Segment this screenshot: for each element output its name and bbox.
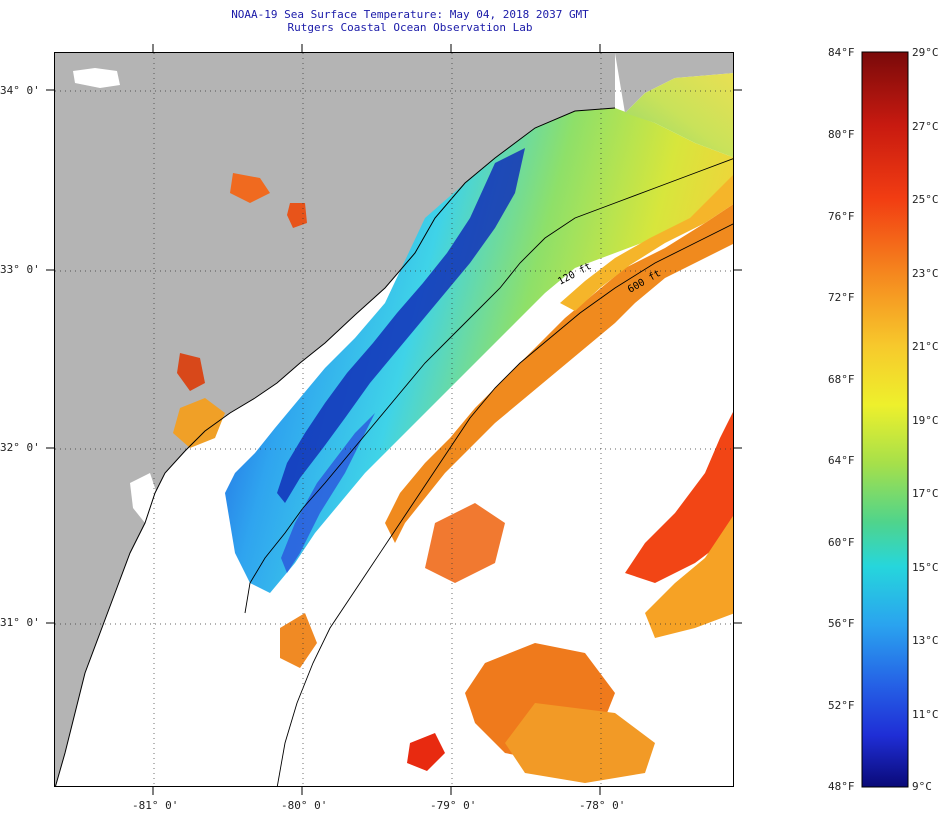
colorbar-f-52: 52°F (828, 699, 855, 712)
sst-warm-patch-se (645, 516, 733, 638)
land-area (55, 53, 615, 786)
colorbar-c-23: 23°C (912, 267, 939, 280)
lat-label-34: 34° 0' (0, 84, 40, 97)
sst-map-canvas: 120 ft 600 ft (55, 53, 733, 786)
colorbar-c-25: 25°C (912, 193, 939, 206)
sst-cold-streak (281, 413, 375, 573)
colorbar-f-72: 72°F (828, 291, 855, 304)
isobath-120ft (244, 158, 733, 614)
sst-cold-core (277, 148, 525, 503)
colorbar-f-48: 48°F (828, 780, 855, 793)
sst-shelf-water (225, 108, 733, 593)
land-area-ne (615, 53, 733, 113)
colorbar-c-9: 9°C (912, 780, 932, 793)
map-subtitle: Rutgers Coastal Ocean Observation Lab (287, 21, 533, 34)
colorbar-c-27: 27°C (912, 120, 939, 133)
colorbar-c-15: 15°C (912, 561, 939, 574)
colorbar-f-56: 56°F (828, 617, 855, 630)
colorbar-f-76: 76°F (828, 210, 855, 223)
colorbar-f-60: 60°F (828, 536, 855, 549)
colorbar-c-19: 19°C (912, 414, 939, 427)
sst-estuary (173, 398, 225, 448)
colorbar-f-64: 64°F (828, 454, 855, 467)
lat-label-33: 33° 0' (0, 263, 40, 276)
lat-label-32: 32° 0' (0, 441, 40, 454)
colorbar-f-68: 68°F (828, 373, 855, 386)
lat-label-31: 31° 0' (0, 616, 40, 629)
sst-warm-patch-mid (425, 503, 505, 583)
sst-warm-patch-sw (505, 703, 655, 783)
colorbar-c-11: 11°C (912, 708, 939, 721)
sst-lake-2 (287, 203, 307, 228)
sst-nearshore-ne (625, 73, 733, 158)
colorbar-c-13: 13°C (912, 634, 939, 647)
sst-lake-1 (230, 173, 270, 203)
sst-red-spot-s (407, 733, 445, 771)
colorbar-c-21: 21°C (912, 340, 939, 353)
colorbar-c-29: 29°C (912, 46, 939, 59)
sst-estuary-red (177, 353, 205, 391)
cloud-patch-land (73, 68, 120, 88)
coastline (55, 107, 616, 786)
sst-warm-band (560, 175, 733, 311)
sst-gulfstream-edge (385, 204, 733, 543)
cloud-patch-coast (130, 473, 160, 523)
sst-gulfstream-core (625, 412, 733, 583)
graticule (55, 53, 733, 786)
lon-label-78: -78° 0' (579, 799, 626, 812)
colorbar-f-80: 80°F (828, 128, 855, 141)
isobath-600ft (276, 223, 733, 786)
colorbar-f-84: 84°F (828, 46, 855, 59)
sst-map: 120 ft 600 ft (54, 52, 734, 787)
map-title: NOAA-19 Sea Surface Temperature: May 04,… (231, 8, 589, 21)
lon-label-79: -79° 0' (430, 799, 477, 812)
colorbar-gradient (861, 51, 909, 788)
colorbar-c-17: 17°C (912, 487, 939, 500)
lon-label-81: -81° 0' (132, 799, 179, 812)
lon-label-80: -80° 0' (281, 799, 328, 812)
sst-warm-patch-w (280, 613, 317, 668)
